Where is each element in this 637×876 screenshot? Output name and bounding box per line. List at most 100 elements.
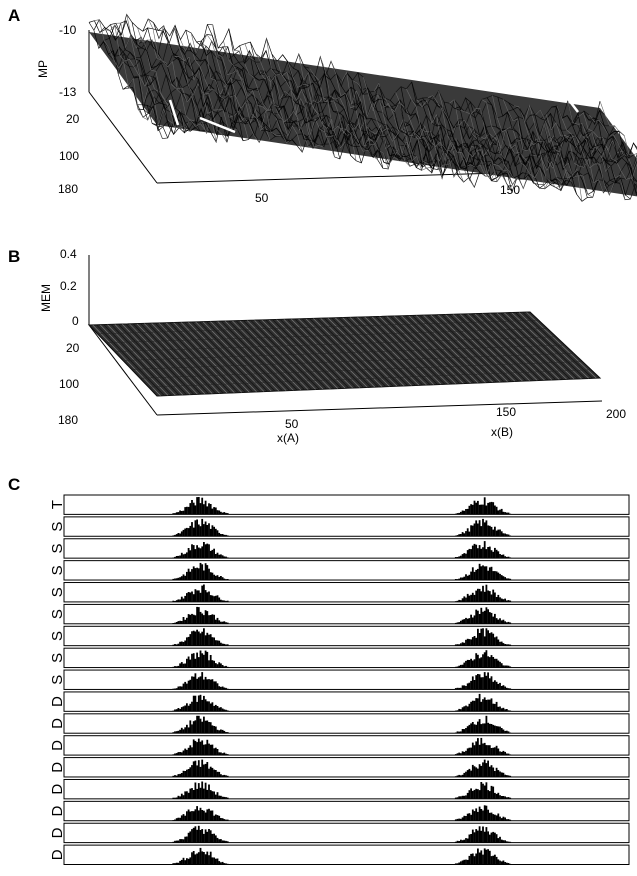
histogram-bar bbox=[184, 748, 187, 756]
histogram-bar bbox=[221, 577, 224, 580]
histogram-bar bbox=[186, 527, 188, 537]
histogram-bar bbox=[502, 619, 505, 624]
histogram-bar bbox=[209, 679, 212, 690]
histogram-bar bbox=[179, 839, 181, 843]
histogram-bar bbox=[225, 665, 227, 668]
panel-a-mesh-line bbox=[578, 112, 637, 180]
histogram-bar bbox=[477, 738, 479, 756]
panel-b-xtick-50: 50 bbox=[285, 417, 299, 431]
histogram-bar bbox=[221, 840, 224, 843]
histogram-bar bbox=[196, 519, 198, 537]
histogram-bar bbox=[175, 666, 178, 668]
histogram-bar bbox=[218, 707, 221, 712]
histogram-bar bbox=[177, 577, 180, 580]
histogram-bar bbox=[483, 636, 486, 646]
histogram-bar bbox=[177, 512, 180, 515]
histogram-bar bbox=[216, 664, 219, 668]
histogram-bar bbox=[194, 520, 197, 537]
histogram-bar bbox=[204, 720, 207, 734]
histogram-bar bbox=[499, 771, 501, 777]
histogram-bar bbox=[494, 703, 496, 712]
panel-a-mesh-line bbox=[110, 24, 179, 135]
panel-a-mesh-line bbox=[132, 84, 637, 172]
histogram-bar bbox=[492, 571, 495, 581]
histogram-bar bbox=[499, 529, 501, 537]
histogram-bar bbox=[475, 698, 478, 712]
histogram-bar bbox=[216, 706, 219, 712]
histogram-bar bbox=[460, 687, 462, 690]
histogram-frame bbox=[63, 713, 630, 734]
histogram-bar bbox=[216, 837, 219, 843]
histogram-bar bbox=[497, 813, 500, 821]
histogram-bar bbox=[499, 860, 501, 865]
histogram-bar bbox=[497, 859, 500, 865]
histogram-bar bbox=[478, 520, 481, 537]
histogram-bar bbox=[203, 584, 205, 602]
histogram-bar bbox=[490, 676, 493, 690]
histogram-bar bbox=[478, 674, 481, 690]
histogram-bar bbox=[494, 771, 496, 777]
histogram-bar bbox=[187, 727, 190, 734]
histogram-bar bbox=[465, 531, 467, 537]
histogram-bar bbox=[187, 592, 190, 602]
histogram-bar bbox=[475, 520, 478, 537]
histogram-bar bbox=[177, 555, 180, 559]
histogram-bar bbox=[465, 597, 467, 602]
histogram-bar bbox=[218, 730, 221, 734]
histogram-row: D bbox=[49, 778, 630, 800]
histogram-bar bbox=[213, 596, 215, 602]
histogram-bar bbox=[495, 793, 498, 799]
histogram-bar bbox=[191, 852, 193, 865]
histogram-bar bbox=[499, 726, 501, 734]
histogram-bar bbox=[461, 664, 464, 668]
histogram-bar bbox=[211, 595, 214, 602]
histogram-bar bbox=[208, 855, 210, 865]
histogram-bar bbox=[204, 812, 207, 821]
histogram-bar bbox=[201, 699, 204, 712]
panel-a-mesh-line bbox=[449, 99, 518, 186]
histogram-bar bbox=[468, 813, 471, 821]
panel-a-mesh-line bbox=[115, 22, 184, 128]
histogram-bar bbox=[199, 741, 202, 756]
histogram-bar bbox=[490, 748, 493, 756]
histogram-bar bbox=[201, 740, 204, 756]
panel-a-mesh-line bbox=[583, 110, 637, 182]
histogram-bar bbox=[495, 571, 498, 580]
histogram-bar bbox=[454, 579, 457, 580]
histogram-bar bbox=[186, 658, 188, 668]
histogram-bar bbox=[172, 600, 175, 602]
histogram-bar bbox=[216, 575, 219, 581]
histogram-bar bbox=[180, 552, 183, 559]
histogram-bar bbox=[203, 654, 205, 668]
histogram-bar bbox=[504, 644, 506, 646]
histogram-bar bbox=[454, 666, 457, 668]
histogram-bar bbox=[494, 592, 496, 602]
histogram-bar bbox=[180, 773, 183, 777]
histogram-bar bbox=[458, 731, 461, 734]
histogram-bar bbox=[509, 797, 512, 799]
histogram-row: D bbox=[49, 691, 630, 712]
histogram-bar bbox=[488, 678, 491, 690]
histogram-bar bbox=[456, 731, 459, 734]
histogram-bar bbox=[221, 534, 224, 537]
histogram-bar bbox=[460, 709, 462, 712]
histogram-bar bbox=[191, 701, 193, 712]
histogram-bar bbox=[466, 683, 469, 690]
histogram-bar bbox=[465, 795, 467, 799]
histogram-bar bbox=[465, 771, 467, 777]
histogram-bar bbox=[461, 795, 464, 799]
histogram-bar bbox=[175, 644, 178, 646]
histogram-bar bbox=[216, 729, 219, 734]
histogram-bar bbox=[507, 534, 510, 537]
histogram-bar bbox=[196, 545, 198, 559]
histogram-bar bbox=[201, 546, 204, 559]
histogram-bar bbox=[458, 644, 461, 646]
histogram-bar bbox=[182, 642, 185, 646]
histogram-bar bbox=[225, 556, 227, 559]
histogram-bar bbox=[213, 637, 215, 646]
histogram-bar bbox=[213, 857, 215, 865]
histogram-bar bbox=[221, 729, 224, 734]
histogram-bar bbox=[500, 598, 503, 602]
histogram-bar bbox=[209, 766, 212, 777]
histogram-bar bbox=[499, 597, 501, 602]
